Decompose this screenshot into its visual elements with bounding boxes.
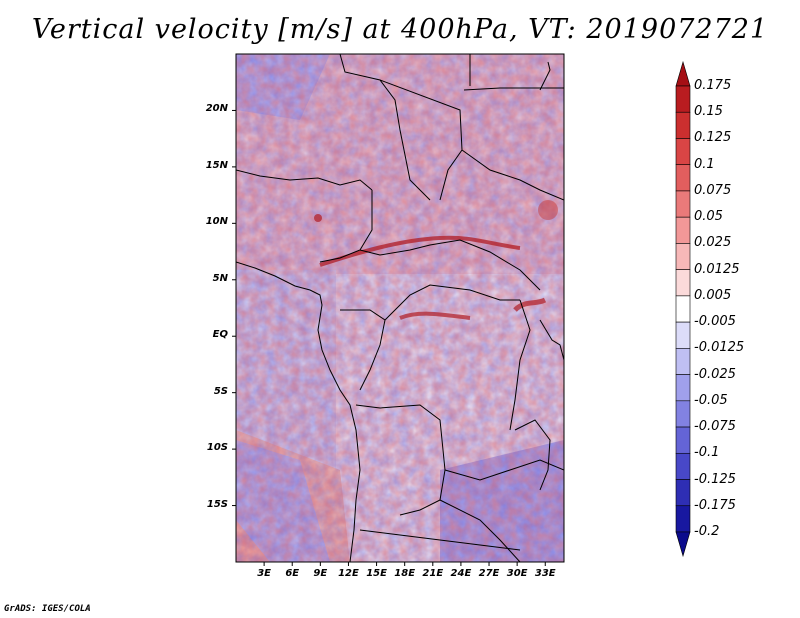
lon-label: 15E: [366, 568, 387, 579]
lon-label: 30E: [506, 568, 528, 579]
lat-label: 15N: [205, 159, 228, 171]
colorbar-label: 0.125: [694, 130, 732, 146]
colorbar-segment: [675, 190, 691, 218]
colorbar-segment: [675, 479, 691, 507]
colorbar-label: 0.15: [694, 104, 723, 120]
colorbar-label: -0.2: [694, 524, 720, 539]
colorbar-label: -0.175: [694, 497, 736, 513]
country-boundaries: [236, 54, 564, 562]
colorbar-segment: [675, 400, 691, 428]
colorbar-bottom-arrow: [675, 531, 691, 558]
lat-label: 20N: [205, 103, 228, 115]
lon-label: 9E: [313, 568, 328, 579]
grads-credit: GrADS: IGES/COLA: [4, 604, 91, 614]
colorbar-segment: [675, 348, 691, 375]
lat-label: EQ: [212, 329, 228, 341]
colorbar-label: 0.075: [694, 182, 732, 198]
colorbar-label: -0.125: [694, 471, 736, 487]
colorbar-segment: [675, 295, 691, 323]
colorbar-segment: [675, 216, 691, 244]
lon-label: 33E: [534, 568, 556, 579]
lat-label: 5N: [212, 272, 228, 284]
colorbar-label: -0.025: [694, 366, 736, 382]
lon-label: 24E: [450, 568, 472, 579]
map-frame: [235, 53, 565, 563]
lon-label: 3E: [257, 568, 271, 579]
lon-label: 6E: [285, 568, 300, 579]
lat-label: 15S: [206, 498, 228, 510]
colorbar-label: -0.0125: [694, 340, 745, 356]
lon-label: 27E: [478, 568, 500, 579]
colorbar-top-arrow: [675, 60, 691, 87]
colorbar-label: -0.05: [694, 392, 728, 408]
colorbar-label: 0.05: [694, 209, 723, 225]
colorbar-label: -0.1: [694, 445, 720, 461]
lat-label: 10S: [206, 442, 228, 454]
lat-label: 5S: [213, 385, 228, 397]
lon-label: 21E: [422, 568, 444, 579]
lon-label: 12E: [338, 568, 359, 579]
colorbar-label: 0.005: [694, 287, 732, 303]
colorbar-segment: [675, 243, 691, 270]
colorbar-segment: [675, 374, 691, 402]
colorbar-segment: [675, 269, 691, 297]
colorbar-segment: [675, 505, 691, 533]
colorbar-segment: [675, 85, 691, 113]
colorbar-label: 0.1: [694, 156, 715, 172]
colorbar: [675, 60, 691, 558]
colorbar-segment: [675, 426, 691, 454]
axis-ticks: [232, 109, 546, 566]
plot-title: Vertical velocity [m/s] at 400hPa, VT: 2…: [31, 14, 769, 45]
colorbar-label: -0.075: [694, 419, 736, 435]
colorbar-label: 0.025: [694, 235, 732, 251]
lon-label: 18E: [394, 568, 416, 579]
velocity-field: [236, 54, 564, 562]
colorbar-segment: [675, 452, 691, 480]
colorbar-segment: [675, 321, 691, 349]
colorbar-label: 0.0125: [694, 261, 740, 277]
colorbar-label: -0.005: [694, 314, 736, 330]
colorbar-label: 0.175: [694, 78, 732, 93]
colorbar-segment: [675, 111, 691, 139]
colorbar-segment: [675, 164, 691, 192]
lat-label: 10N: [205, 216, 228, 228]
colorbar-segment: [675, 138, 691, 166]
